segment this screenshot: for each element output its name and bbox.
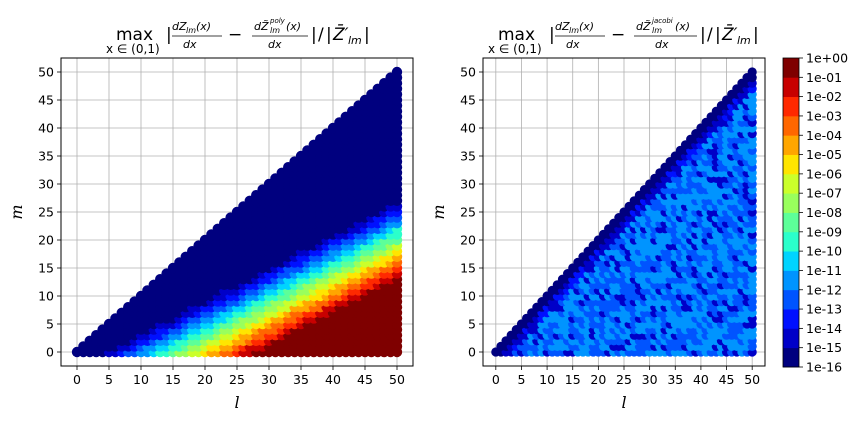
- x-tick-label: 5: [517, 372, 525, 387]
- colorbar-segment: [783, 154, 799, 175]
- right-ylabel: m: [429, 204, 448, 219]
- colorbar-tick-label: 1e-13: [806, 302, 842, 317]
- x-tick-label: 35: [667, 372, 683, 387]
- y-tick-label: 10: [38, 289, 54, 304]
- y-tick-label: 40: [460, 121, 476, 136]
- y-tick-label: 30: [460, 177, 476, 192]
- colorbar-segment: [783, 289, 799, 310]
- x-tick-label: 5: [105, 372, 113, 387]
- y-tick-label: 30: [38, 177, 54, 192]
- y-tick-label: 45: [460, 93, 476, 108]
- left-xticks: 0 5 10 15 20 25 30 35 40 45 50: [73, 366, 405, 387]
- right-title: max x ∈ (0,1) | dZ lm (x) dx − dZ̃ jacob…: [488, 8, 759, 58]
- x-tick-label: 15: [565, 372, 581, 387]
- x-tick-label: 10: [539, 372, 555, 387]
- colorbar-tick-label: 1e-07: [806, 186, 842, 201]
- x-tick-label: 40: [693, 372, 709, 387]
- colorbar-segment: [783, 173, 799, 194]
- y-tick-label: 0: [46, 345, 54, 360]
- colorbar-tick-label: 1e-14: [806, 321, 842, 336]
- colorbar: 1e+00 1e-01 1e-02 1e-03 1e-04 1e-05 1e-06 1e-07…: [782, 51, 848, 375]
- data-point: [391, 66, 403, 78]
- colorbar-tick-label: 1e-04: [806, 128, 842, 143]
- colorbar-segment: [783, 193, 799, 213]
- x-tick-label: 30: [642, 372, 658, 387]
- y-tick-label: 40: [38, 121, 54, 136]
- y-tick-label: 35: [460, 149, 476, 164]
- colorbar-segment: [783, 77, 799, 98]
- colorbar-ticks: 1e+00 1e-01 1e-02 1e-03 1e-04 1e-05 1e-06 1e-07…: [799, 51, 848, 375]
- y-tick-label: 35: [38, 149, 54, 164]
- x-tick-label: 50: [744, 372, 760, 387]
- y-tick-label: 15: [460, 261, 476, 276]
- left-panel: max x ∈ (0,1) | dZ lm (x) dx − dZ̃ poly …: [7, 8, 414, 412]
- colorbar-segment: [783, 96, 799, 117]
- colorbar-tick-label: 1e-16: [806, 360, 842, 375]
- colorbar-tick-label: 1e-09: [806, 224, 842, 239]
- colorbar-segment: [783, 347, 799, 368]
- x-tick-label: 30: [261, 372, 277, 387]
- x-tick-label: 25: [616, 372, 632, 387]
- left-yticks: 0 5 10 15 20 25 30 35 40 45 50: [38, 65, 61, 360]
- colorbar-tick-label: 1e-15: [806, 340, 842, 355]
- y-tick-label: 15: [38, 261, 54, 276]
- x-tick-label: 20: [590, 372, 606, 387]
- y-tick-label: 0: [468, 345, 476, 360]
- colorbar-tick-label: 1e-11: [806, 263, 842, 278]
- x-tick-label: 15: [165, 372, 181, 387]
- right-panel: max x ∈ (0,1) | dZ lm (x) dx − dZ̃ jacob…: [429, 8, 766, 412]
- colorbar-segment: [783, 231, 799, 252]
- y-tick-label: 45: [38, 93, 54, 108]
- right-points: [491, 67, 757, 357]
- x-tick-label: 25: [229, 372, 245, 387]
- colorbar-tick-label: 1e-06: [806, 166, 842, 181]
- y-tick-label: 50: [38, 65, 54, 80]
- left-title: max x ∈ (0,1) | dZ lm (x) dx − dZ̃ poly …: [106, 8, 370, 58]
- colorbar-tick-label: 1e-12: [806, 282, 842, 297]
- x-tick-label: 45: [357, 372, 373, 387]
- right-xticks: 0 5 10 15 20 25 30 35 40 45 50: [492, 366, 760, 387]
- colorbar-segment: [783, 251, 799, 271]
- x-tick-label: 40: [325, 372, 341, 387]
- colorbar-tick-label: 1e-03: [806, 108, 842, 123]
- x-tick-label: 0: [492, 372, 500, 387]
- colorbar-segment: [783, 309, 799, 329]
- colorbar-segment: [783, 328, 799, 349]
- colorbar-tick-label: 1e-05: [806, 147, 842, 162]
- colorbar-segments: [783, 58, 799, 368]
- colorbar-tick-label: 1e-08: [806, 205, 842, 220]
- colorbar-segment: [783, 212, 799, 233]
- y-tick-label: 10: [460, 289, 476, 304]
- colorbar-tick-label: 1e+00: [806, 51, 848, 66]
- left-points: [71, 66, 403, 358]
- y-tick-label: 25: [38, 205, 54, 220]
- colorbar-segment: [783, 270, 799, 291]
- x-tick-label: 50: [389, 372, 405, 387]
- y-tick-label: 5: [468, 317, 476, 332]
- colorbar-segment: [783, 135, 799, 155]
- y-tick-label: 50: [460, 65, 476, 80]
- x-tick-label: 35: [293, 372, 309, 387]
- right-yticks: 0 5 10 15 20 25 30 35 40 45 50: [460, 65, 483, 360]
- x-tick-label: 0: [73, 372, 81, 387]
- left-xlabel: l: [234, 393, 239, 412]
- y-tick-label: 20: [460, 233, 476, 248]
- right-xlabel: l: [621, 393, 626, 412]
- colorbar-segment: [783, 58, 799, 78]
- colorbar-segment: [783, 115, 799, 136]
- x-tick-label: 10: [133, 372, 149, 387]
- y-tick-label: 5: [46, 317, 54, 332]
- colorbar-tick-label: 1e-01: [806, 70, 842, 85]
- x-tick-label: 45: [719, 372, 735, 387]
- colorbar-tick-label: 1e-10: [806, 244, 842, 259]
- y-tick-label: 25: [460, 205, 476, 220]
- x-tick-label: 20: [197, 372, 213, 387]
- colorbar-tick-label: 1e-02: [806, 89, 842, 104]
- data-point: [747, 67, 757, 77]
- left-ylabel: m: [7, 204, 26, 219]
- y-tick-label: 20: [38, 233, 54, 248]
